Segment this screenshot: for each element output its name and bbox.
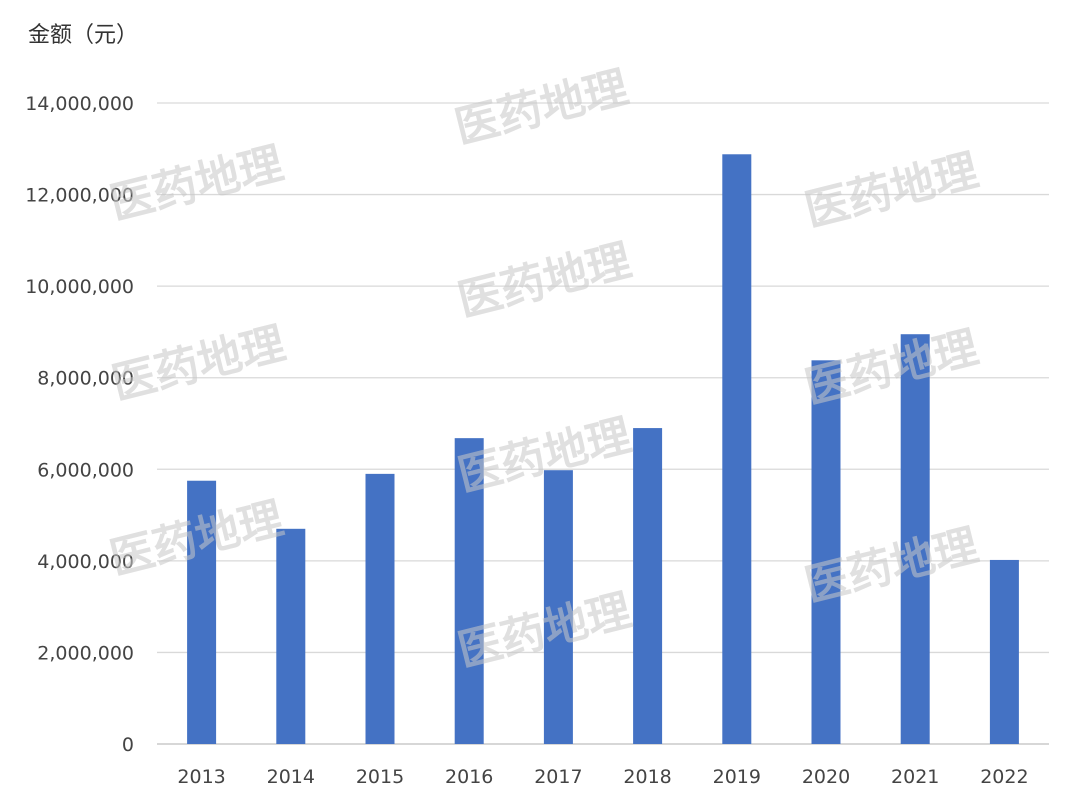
bar-2020	[811, 360, 841, 744]
watermark-text: 医药地理	[800, 322, 983, 414]
gridlines	[157, 102, 1049, 745]
x-tick-label: 2015	[356, 766, 404, 788]
y-tick-label: 2,000,000	[37, 642, 134, 664]
y-tick-label: 10,000,000	[25, 276, 134, 298]
y-tick-label: 4,000,000	[37, 551, 134, 573]
bar-2014	[276, 528, 306, 744]
x-tick-label: 2019	[713, 766, 761, 788]
bar-2018	[633, 428, 663, 744]
bar-2021	[900, 334, 930, 744]
x-axis-tick-labels: 2013 2014 2015 2016 2017 2018 2019 2020 2021 2022	[177, 766, 1028, 788]
y-axis-unit-label: 金额（元）	[28, 23, 138, 48]
bars	[187, 154, 1019, 744]
watermark-text: 医药地理	[107, 318, 290, 410]
x-tick-label: 2013	[177, 766, 225, 788]
bar-2015	[365, 473, 395, 744]
watermark-text: 医药地理	[105, 138, 288, 230]
y-tick-label: 14,000,000	[25, 93, 134, 115]
y-tick-label: 0	[122, 734, 134, 756]
y-tick-label: 12,000,000	[25, 185, 134, 207]
x-tick-label: 2016	[445, 766, 493, 788]
bar-2022	[989, 559, 1019, 744]
x-tick-label: 2021	[891, 766, 939, 788]
bar-2013	[187, 480, 217, 744]
watermark-text: 医药地理	[800, 145, 983, 237]
x-tick-label: 2014	[267, 766, 315, 788]
bar-2019	[722, 154, 752, 744]
y-axis-tick-labels: 0 2,000,000 4,000,000 6,000,000 8,000,000 10,…	[25, 93, 134, 756]
y-tick-label: 6,000,000	[37, 459, 134, 481]
watermark-text: 医药地理	[453, 235, 636, 327]
x-tick-label: 2018	[623, 766, 671, 788]
x-tick-label: 2022	[980, 766, 1028, 788]
x-tick-label: 2020	[802, 766, 850, 788]
bar-2016	[454, 438, 484, 744]
y-tick-label: 8,000,000	[37, 368, 134, 390]
x-tick-label: 2017	[534, 766, 582, 788]
bar-2017	[543, 470, 573, 744]
watermark-text: 医药地理	[450, 62, 633, 154]
